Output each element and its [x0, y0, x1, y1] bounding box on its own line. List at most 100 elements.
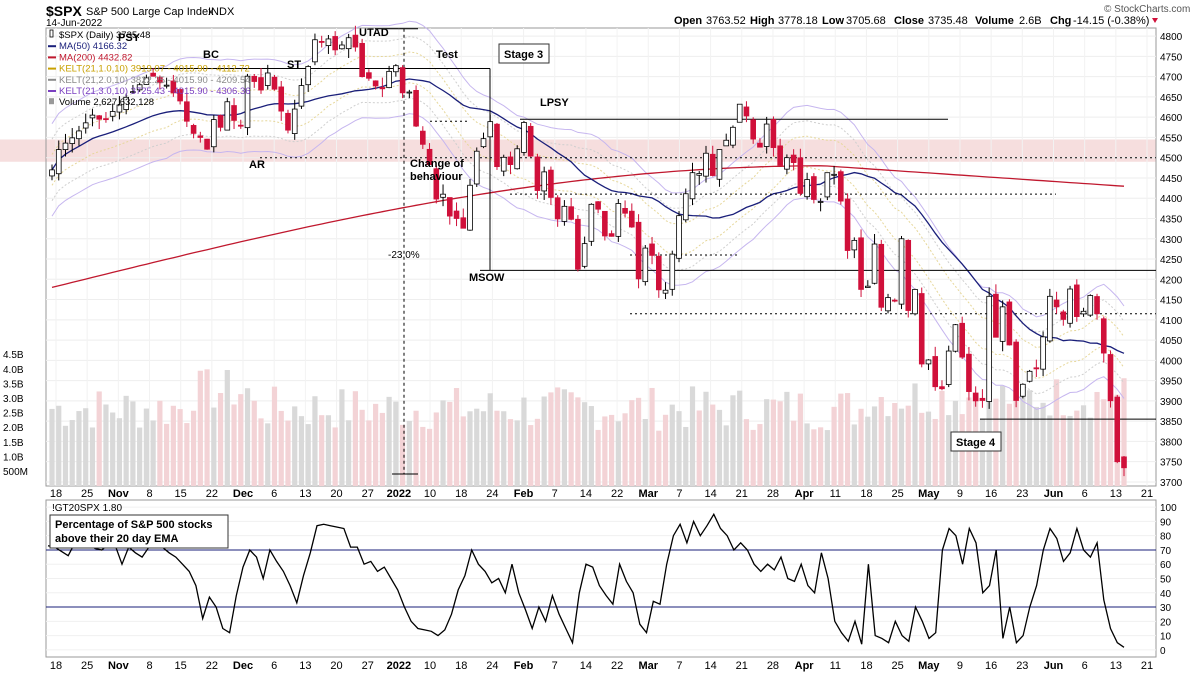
- candle-body: [844, 198, 851, 251]
- legend-item: Volume 2,627,632,128: [59, 97, 154, 108]
- volume-bar: [1087, 417, 1093, 486]
- volume-bar: [319, 415, 325, 486]
- date-tick-label: 11: [830, 488, 841, 500]
- volume-bar: [426, 428, 433, 486]
- volume-bar: [979, 418, 986, 486]
- msow-label: MSOW: [469, 272, 505, 284]
- volume-bar: [507, 419, 514, 486]
- date-tick-label: 15: [175, 488, 187, 500]
- legend-item: MA(200) 4432.82: [59, 52, 132, 63]
- svg-text:Low: Low: [822, 15, 844, 27]
- volume-bar: [716, 409, 723, 486]
- stage-3-box: Stage 3: [498, 43, 550, 64]
- candle-body: [204, 138, 210, 150]
- legend-item: KELT(21,1.0,10) 3919.07 - 4015.90 - 4112…: [59, 64, 250, 75]
- candle-body: [1060, 311, 1067, 320]
- candle-body: [271, 76, 278, 90]
- candle-body: [312, 39, 318, 63]
- volume-tick-label: 2.0B: [3, 423, 24, 434]
- candle-body: [109, 111, 116, 117]
- date-tick-label: 27: [362, 660, 374, 672]
- down-arrow-icon: [1152, 18, 1158, 23]
- volume-bar: [190, 410, 197, 486]
- candle-body: [999, 306, 1006, 342]
- candle-body: [1033, 367, 1040, 370]
- volume-bar: [925, 411, 932, 486]
- candle-body: [393, 65, 399, 73]
- keltner-upper-band: [51, 20, 1125, 318]
- ohlc-readout: Open 3763.52 High 3778.18 Low 3705.68 Cl…: [674, 15, 1158, 27]
- candle-body: [622, 207, 628, 214]
- candle-body: [581, 243, 588, 267]
- candle-body: [878, 243, 885, 308]
- volume-bar: [804, 423, 810, 486]
- volume-bar: [467, 411, 473, 486]
- volume-bar: [615, 421, 621, 486]
- date-tick-label: Apr: [795, 660, 815, 672]
- candle-body: [197, 135, 204, 138]
- volume-bar: [629, 400, 635, 486]
- candle-body: [62, 142, 69, 151]
- resistance-zone: [0, 139, 1156, 162]
- date-tick-label: 16: [985, 488, 997, 500]
- volume-tick-label: 500M: [3, 467, 28, 478]
- volume-bar: [116, 418, 123, 486]
- candle-body: [891, 299, 898, 302]
- candle-body: [1107, 354, 1114, 402]
- candle-body: [824, 172, 831, 198]
- volume-bar: [885, 416, 891, 486]
- candle-body: [514, 148, 521, 170]
- st-label: ST: [287, 59, 301, 71]
- candle-body: [278, 86, 285, 112]
- date-tick-label: 7: [552, 488, 558, 500]
- volume-bar: [561, 389, 568, 486]
- volume-bar: [858, 408, 864, 486]
- test-label: Test: [436, 49, 458, 61]
- date-tick-label: 21: [1141, 660, 1153, 672]
- volume-bar: [480, 411, 487, 486]
- date-tick-label: Feb: [514, 660, 534, 672]
- candle-body: [170, 80, 177, 94]
- candle-body: [150, 72, 156, 77]
- volume-bar: [676, 411, 682, 486]
- volume-bar: [164, 423, 170, 486]
- volume-bar: [137, 427, 143, 486]
- volume-bar: [110, 412, 116, 486]
- volume-bar: [184, 423, 190, 486]
- volume-bar: [541, 396, 547, 486]
- candle-body: [467, 184, 473, 231]
- volume-bar: [278, 410, 284, 486]
- symbol: $SPX: [46, 3, 82, 19]
- candle-body: [1026, 370, 1033, 382]
- svg-text:-14.15 (-0.38%): -14.15 (-0.38%): [1073, 15, 1149, 27]
- volume-bar: [487, 393, 493, 486]
- candle-body: [460, 217, 467, 229]
- indicator-tick-label: 0: [1160, 646, 1166, 657]
- volume-bar: [244, 388, 251, 486]
- volume-bar: [332, 427, 338, 486]
- volume-bar: [204, 369, 210, 486]
- candle-body: [682, 193, 689, 221]
- volume-bar: [1053, 379, 1060, 486]
- volume-bar: [298, 416, 305, 486]
- candle-body: [629, 210, 635, 228]
- candle-body: [770, 119, 777, 148]
- date-tick-label: 14: [580, 660, 592, 672]
- candle-body: [730, 126, 736, 146]
- volume-bar: [157, 400, 163, 486]
- ar-label: AR: [249, 159, 265, 171]
- date-tick-label: 28: [767, 660, 779, 672]
- volume-bar: [312, 396, 318, 486]
- volume-bar: [170, 405, 176, 486]
- candle-body: [797, 157, 804, 194]
- date-tick-label: 7: [552, 660, 558, 672]
- candle-body: [251, 75, 258, 82]
- psy-label: PSY: [118, 32, 141, 44]
- volume-bar: [865, 416, 871, 486]
- price-tick-label: 4700: [1160, 73, 1183, 84]
- change-label-1: Change of: [410, 158, 464, 170]
- candle-body: [1121, 456, 1127, 469]
- date-tick-label: 6: [271, 660, 277, 672]
- candle-body: [817, 201, 824, 203]
- volume-bar: [1000, 385, 1006, 486]
